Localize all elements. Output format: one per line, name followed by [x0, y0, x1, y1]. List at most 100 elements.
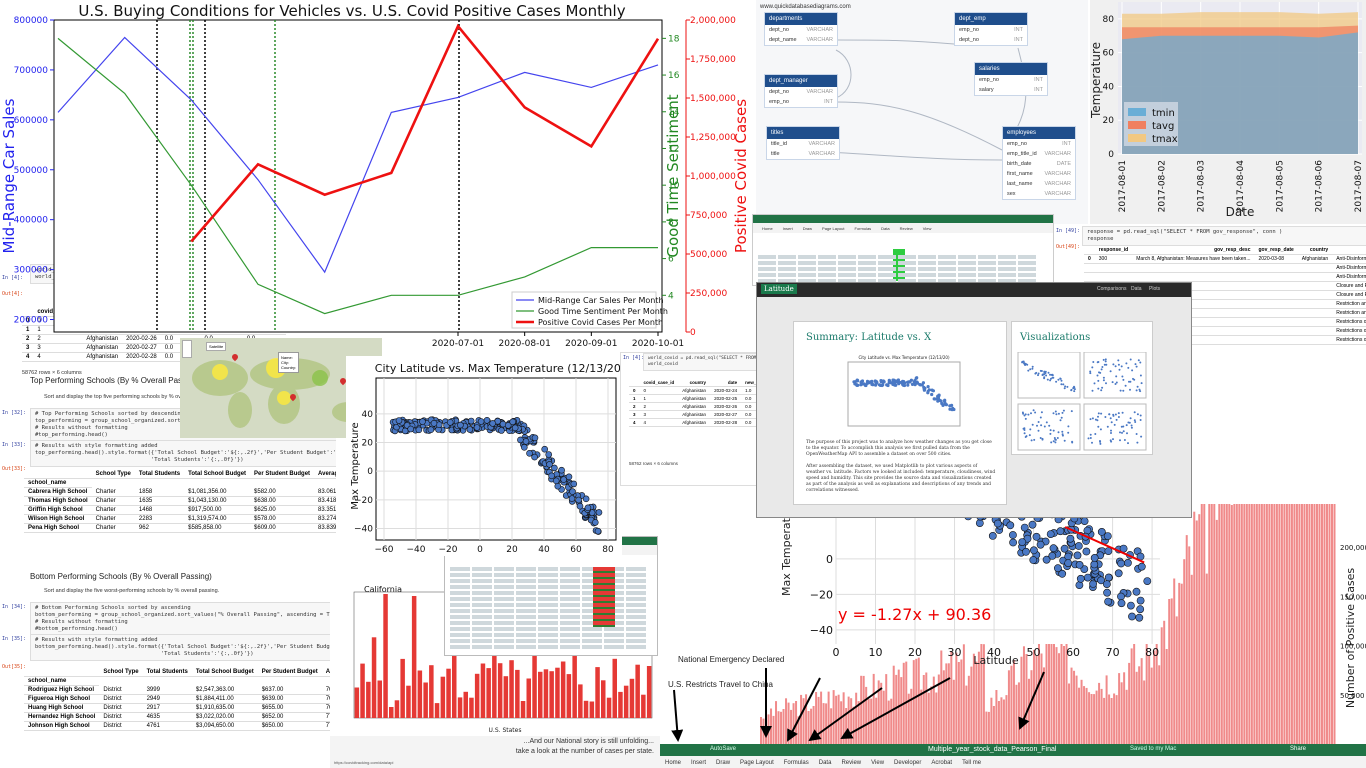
code-top-fmt[interactable]: # Results with style formatting added to…	[30, 440, 336, 467]
column-header: country	[1297, 246, 1333, 255]
doc-title: Multiple_year_stock_data_Pearson_Final	[928, 746, 1057, 753]
autosave-label[interactable]: AutoSave	[710, 746, 737, 752]
table-cell: Afghanistan	[82, 334, 123, 344]
temp-area-chart: Temperature Date 0 20 40 60 80 2017-08-01 2017…	[1090, 0, 1366, 224]
thumb-point	[1110, 440, 1113, 443]
db-table-departments[interactable]: departments dept_no VARCHAR dept_name VARCHA…	[764, 12, 838, 46]
ribbon-tab[interactable]: Developer	[894, 760, 922, 766]
thumb-point	[1097, 415, 1099, 418]
x-tick-label: −60	[375, 545, 394, 555]
sheet-cell	[758, 261, 776, 265]
sheet-cell	[494, 621, 514, 625]
nav-data[interactable]: Data	[1131, 286, 1142, 292]
scatter-point	[1056, 527, 1065, 536]
ribbon-tab[interactable]: Acrobat	[931, 760, 953, 766]
state-bar	[366, 681, 371, 718]
ribbon-tab[interactable]: Insert	[782, 226, 793, 231]
thumb-point	[1103, 363, 1106, 366]
daily-bar	[1012, 659, 1015, 744]
daily-bar	[1123, 672, 1126, 744]
column-header: School Type	[91, 470, 135, 479]
excel-ribbon[interactable]: Home Insert Draw Page Layout Formulas Data Rev…	[753, 223, 1053, 233]
table-cell	[1132, 290, 1255, 300]
ribbon-tab[interactable]: Data	[881, 226, 890, 231]
ribbon-tab[interactable]: Tell me	[962, 760, 982, 766]
daily-bar	[867, 698, 870, 744]
db-table-title: dept_emp	[955, 13, 1027, 25]
ribbon-tab[interactable]: Home	[762, 226, 773, 231]
daily-bar	[940, 650, 943, 744]
sheet-cell	[838, 267, 856, 271]
state-bar	[601, 680, 606, 718]
state-bar	[389, 707, 394, 718]
ribbon-tab[interactable]: Draw	[716, 760, 731, 766]
sheet-cell	[494, 573, 514, 577]
ribbon-tab[interactable]: Formulas	[783, 760, 809, 766]
site-brand[interactable]: Latitude	[761, 284, 797, 294]
ribbon-tab[interactable]: View	[922, 226, 932, 231]
ribbon-tab[interactable]: View	[871, 760, 885, 766]
ribbon-tab[interactable]: Home	[665, 760, 682, 766]
thumb-point	[1027, 413, 1030, 416]
table-cell: $3,094,650.00	[191, 721, 258, 731]
viz-card: Visualizations	[1011, 321, 1153, 455]
db-column: dept_no INT	[959, 37, 1023, 43]
sheet-cell	[472, 591, 492, 595]
sheet-cell	[582, 609, 602, 613]
sheet-row	[449, 619, 653, 631]
ribbon-tab[interactable]: Page Layout	[822, 226, 845, 231]
ribbon-tab[interactable]: Draw	[802, 226, 813, 231]
table-cell	[1297, 335, 1333, 345]
scatter-point	[1076, 574, 1085, 583]
map-zoom-control[interactable]	[182, 340, 192, 358]
ribbon-tab[interactable]: Review	[841, 760, 862, 766]
ribbon-tab[interactable]: Insert	[691, 760, 707, 766]
ribbon-tab[interactable]: Review	[899, 226, 913, 231]
story-link[interactable]: https://covidtracking.com/data/api	[334, 760, 394, 765]
diagram-url[interactable]: www.quickdatabasediagrams.com	[760, 4, 851, 10]
share-button[interactable]: Share	[1290, 746, 1307, 752]
db-table-titles[interactable]: titles title_id VARCHAR title VARCHAR	[766, 126, 840, 160]
state-bar	[474, 673, 480, 718]
sheet-grid[interactable]	[757, 247, 1047, 283]
ribbon-tab[interactable]: Formulas	[854, 226, 872, 231]
ribbon-tab[interactable]: Data	[818, 760, 832, 766]
daily-bar	[815, 692, 818, 744]
thumb-point	[903, 381, 907, 385]
sheet-cell	[516, 603, 536, 607]
db-table-dept_emp[interactable]: dept_emp emp_no INT dept_no INT	[954, 12, 1028, 46]
sheet-grid[interactable]	[449, 559, 653, 649]
daily-bar	[955, 652, 958, 744]
thumb-point	[1137, 359, 1140, 362]
thumb-point	[1041, 438, 1044, 441]
legend-swatch	[1128, 108, 1146, 116]
db-table-employees[interactable]: employees emp_no INT emp_title_id VARCHAR bir…	[1002, 126, 1076, 200]
daily-bar	[772, 715, 775, 744]
map-layer-control[interactable]: Satellite	[206, 342, 227, 351]
sheet-cell	[472, 603, 492, 607]
db-table-dept_manager[interactable]: dept_manager dept_no VARCHAR emp_no INT	[764, 74, 838, 108]
thumb-point	[1136, 385, 1139, 388]
daily-bar	[1035, 655, 1038, 744]
table-cell: $655.00	[257, 703, 322, 713]
viz-thumbnails[interactable]	[1012, 352, 1152, 452]
thumb-point	[1140, 435, 1143, 438]
daily-bar	[1313, 504, 1316, 744]
story-line-1: ...And our National story is still unfol…	[523, 738, 654, 745]
gov-code-cell[interactable]: response = pd.read_sql("SELECT * FROM go…	[1082, 226, 1366, 246]
nav-plots[interactable]: Plots	[1149, 286, 1161, 292]
sheet-cell	[560, 639, 580, 643]
nav-comparisons[interactable]: Comparisons	[1097, 286, 1127, 292]
sheet-cell	[978, 267, 996, 271]
scatter-point	[1103, 588, 1111, 597]
db-table-salaries[interactable]: salaries emp_no INT salary INT	[974, 62, 1048, 96]
ribbon-tab[interactable]: Page Layout	[740, 760, 774, 766]
thumb-point	[1099, 428, 1102, 431]
thumb-point	[1092, 361, 1095, 363]
daily-bar	[1005, 695, 1008, 744]
code-bottom[interactable]: # Bottom Performing Schools sorted by as…	[30, 602, 336, 636]
summary-thumbnail[interactable]: City Latitude vs. Max Temperature (12/13…	[838, 352, 968, 436]
small-code-cell[interactable]: world_covid = pd.read_sql("SELECT * FROM…	[643, 353, 757, 371]
daily-bar	[1103, 697, 1106, 744]
code-bottom-fmt[interactable]: # Results with style formatting added bo…	[30, 634, 336, 661]
